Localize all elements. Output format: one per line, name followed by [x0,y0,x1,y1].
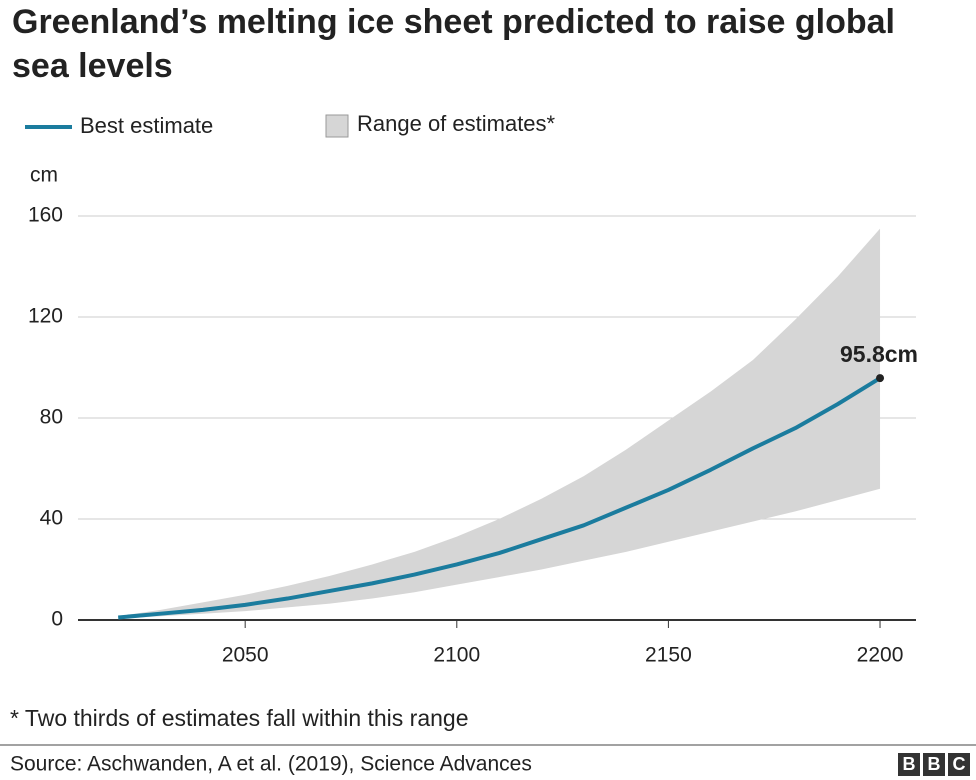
chart-title: Greenland’s melting ice sheet predicted … [12,3,895,85]
legend-swatch [325,114,349,138]
logo-box [898,753,920,776]
legend-label: Range of estimates* [357,111,556,136]
end-point [876,374,885,383]
x-tick-label: 2200 [857,644,904,667]
title-line: Greenland’s melting ice sheet predicted … [12,3,895,41]
y-axis-label: cm [30,164,58,187]
legend-label: Best estimate [80,113,213,138]
title-line: sea levels [12,47,173,85]
y-tick-label: 40 [40,507,63,530]
logo-letter: B [928,754,941,774]
logo-box [948,753,970,776]
range-area [118,228,881,619]
y-tick-label: 0 [51,608,63,631]
x-tick-label: 2150 [645,644,692,667]
logo-box [923,753,945,776]
source: Source: Aschwanden, A et al. (2019), Sci… [10,753,532,776]
x-tick-label: 2050 [222,644,269,667]
x-tick-label: 2100 [433,644,480,667]
logo-letter: B [903,754,916,774]
logo-letter: C [953,754,966,774]
y-tick-label: 80 [40,406,63,429]
y-tick-label: 160 [28,204,63,227]
data-label: 95.8cm [840,341,918,367]
y-tick-label: 120 [28,305,63,328]
footnote: * Two thirds of estimates fall within th… [10,705,469,731]
line [118,376,882,620]
